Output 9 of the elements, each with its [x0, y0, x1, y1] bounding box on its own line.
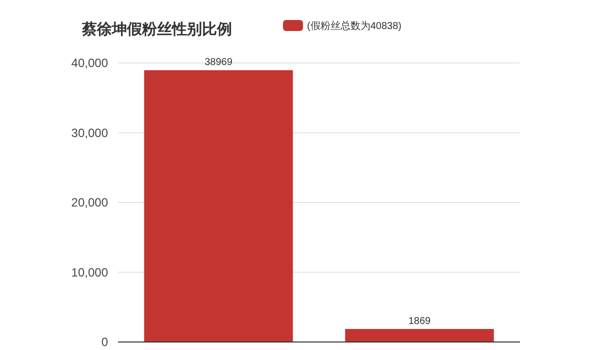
y-tick-label: 30,000: [71, 126, 108, 140]
y-tick-label: 10,000: [71, 265, 108, 280]
legend-label: (假粉丝总数为40838): [307, 20, 402, 32]
y-tick-label: 40,000: [71, 56, 108, 70]
data-label: 38969: [204, 57, 233, 68]
y-tick-label: 20,000: [71, 196, 108, 210]
data-label: 1869: [408, 316, 432, 327]
chart-title: 蔡徐坤假粉丝性别比例: [81, 21, 232, 38]
y-tick-label: 0: [101, 335, 108, 349]
